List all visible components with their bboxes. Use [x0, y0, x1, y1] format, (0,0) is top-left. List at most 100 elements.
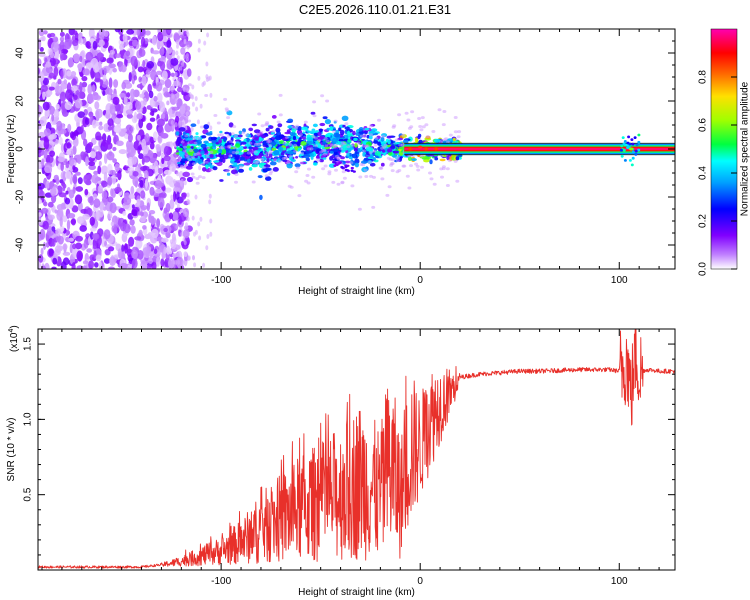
signal-halo: [187, 157, 192, 161]
burst-blob: [635, 143, 639, 147]
noise-blob: [185, 53, 189, 59]
noise-blob: [149, 142, 155, 150]
noise-blob: [40, 247, 44, 255]
noise-blob: [145, 73, 152, 78]
noise-blob: [98, 261, 102, 268]
noise-blob: [62, 243, 68, 251]
signal-blob: [417, 133, 422, 138]
noise-blob: [54, 117, 58, 124]
noise-blob: [166, 39, 172, 48]
signal-blob: [185, 165, 193, 170]
noise-blob: [185, 105, 191, 112]
noise-blob: [157, 167, 163, 175]
signal-halo: [369, 133, 373, 137]
noise-blob: [138, 144, 142, 151]
signal-halo: [231, 151, 236, 154]
noise-blob: [142, 225, 147, 230]
noise-blob: [84, 188, 89, 196]
noise-blob: [87, 84, 93, 95]
noise-blob: [166, 245, 171, 255]
noise-blob: [54, 245, 62, 256]
signal-halo: [409, 125, 414, 129]
signal-blob: [310, 111, 316, 115]
noise-blob: [69, 156, 75, 167]
noise-blob: [136, 29, 140, 36]
noise-blob: [128, 72, 132, 82]
signal-halo: [440, 175, 444, 179]
noise-blob: [161, 237, 169, 243]
noise-blob: [192, 255, 195, 260]
noise-blob: [79, 81, 83, 93]
noise-blob: [172, 259, 176, 265]
signal-halo: [273, 158, 278, 162]
signal-halo: [286, 161, 291, 165]
noise-blob: [159, 101, 166, 113]
signal-blob: [369, 154, 374, 158]
signal-blob: [346, 152, 350, 157]
noise-blob: [75, 235, 83, 242]
signal-blob: [342, 124, 346, 128]
noise-blob: [85, 156, 89, 167]
noise-blob: [162, 29, 168, 37]
signal-blob: [203, 124, 210, 130]
noise-blob: [71, 262, 76, 269]
noise-blob: [196, 119, 200, 125]
signal-blob: [181, 158, 188, 162]
noise-blob: [87, 142, 94, 148]
signal-halo: [262, 166, 266, 169]
signal-blob: [347, 139, 352, 143]
signal-blob: [210, 136, 218, 141]
colorbar-tick-label: 0.4: [698, 166, 709, 180]
x-tick-label: 100: [611, 576, 628, 587]
noise-blob: [66, 219, 71, 231]
signal-halo: [297, 194, 302, 198]
noise-blob: [149, 111, 155, 116]
noise-blob: [93, 95, 102, 100]
noise-blob: [94, 101, 100, 110]
noise-blob: [103, 198, 108, 206]
x-axis-label: Height of straight line (km): [298, 587, 415, 598]
burst-blob: [621, 136, 625, 140]
noise-blob: [171, 106, 180, 111]
noise-blob: [64, 171, 72, 180]
signal-halo: [402, 164, 407, 168]
noise-blob: [38, 88, 41, 98]
signal-halo: [340, 180, 345, 184]
noise-blob: [182, 86, 186, 92]
signal-halo: [219, 145, 224, 149]
noise-blob: [115, 53, 122, 58]
signal-halo: [390, 169, 395, 173]
noise-blob: [174, 182, 181, 188]
noise-blob: [38, 198, 42, 205]
noise-blob: [99, 121, 103, 126]
signal-blob: [188, 140, 194, 145]
noise-blob: [183, 251, 188, 257]
noise-blob: [136, 211, 143, 216]
x-tick-label: 0: [417, 275, 423, 286]
noise-blob: [162, 70, 168, 81]
signal-halo: [447, 159, 452, 163]
signal-halo: [346, 145, 351, 149]
signal-halo: [187, 119, 192, 123]
signal-halo: [204, 94, 209, 97]
signal-halo: [264, 123, 269, 127]
burst-blob: [622, 148, 626, 152]
signal-halo: [191, 156, 196, 159]
noise-blob: [120, 64, 127, 73]
noise-blob: [139, 93, 145, 98]
noise-blob: [171, 232, 176, 243]
signal-halo: [224, 107, 229, 111]
noise-blob: [62, 251, 71, 256]
signal-blob: [354, 162, 359, 168]
noise-blob: [43, 138, 50, 150]
signal-halo: [404, 111, 409, 115]
noise-blob: [112, 146, 117, 152]
noise-blob: [70, 71, 77, 77]
signal-halo: [300, 151, 305, 155]
signal-halo: [183, 145, 187, 149]
noise-blob: [138, 29, 146, 37]
noise-blob: [115, 103, 121, 112]
noise-blob: [190, 126, 194, 132]
noise-blob: [133, 111, 138, 123]
signal-halo: [295, 166, 300, 170]
